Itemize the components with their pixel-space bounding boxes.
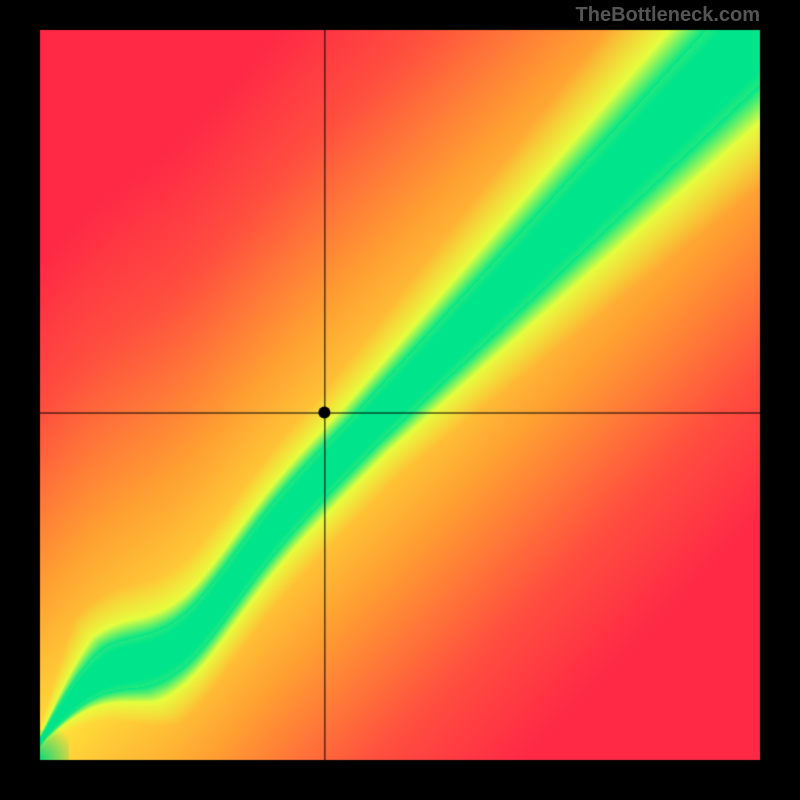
bottleneck-heatmap bbox=[0, 0, 800, 800]
watermark-text: TheBottleneck.com bbox=[576, 4, 760, 27]
